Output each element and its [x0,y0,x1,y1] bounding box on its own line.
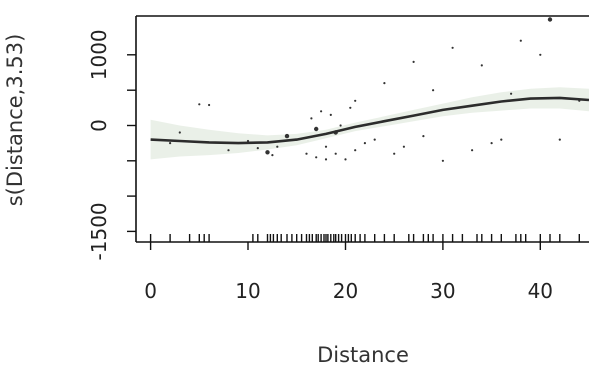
y-tick-label: -1500 [87,202,111,260]
residual-point [480,64,483,67]
residual-point [284,133,290,139]
residual-point [432,89,435,92]
residual-point [349,106,352,109]
residual-point [547,17,553,22]
residual-point [320,110,323,113]
plot-frame [135,15,589,243]
residual-point [519,39,522,42]
residual-point [451,46,454,49]
residual-point [471,149,474,152]
y-axis-title: s(Distance,3.53) [3,34,27,207]
y-axis: -1500 0 1000 [87,29,136,260]
residual-points-layer [169,17,581,162]
residual-point [393,152,396,155]
residual-point [169,142,172,145]
residual-point [490,142,493,145]
residual-point [354,99,357,102]
residual-point [500,138,503,141]
residual-point [305,152,308,155]
residual-point [208,103,211,107]
x-tick-label: 30 [430,279,455,303]
residual-point [339,124,342,127]
residual-point [422,135,425,138]
residual-point [227,149,230,152]
residual-point [344,158,347,161]
residual-point [198,103,201,106]
residual-point [412,60,415,64]
residual-point [510,92,513,95]
residual-point [441,159,444,162]
residual-point [539,53,542,56]
residual-point [271,154,274,157]
residual-point [310,117,313,120]
residual-point [314,126,319,132]
residual-point [558,138,561,141]
residual-point [383,82,386,85]
residual-point [334,152,337,155]
x-tick-label: 40 [528,279,553,303]
residual-point [315,156,318,159]
residual-point [354,149,357,152]
y-tick-label: 1000 [87,29,111,80]
x-axis: 0 10 20 30 40 [144,242,553,303]
residual-point [324,145,328,148]
residual-point [276,145,279,148]
smooth-line-layer [150,96,589,145]
residual-point [373,138,376,141]
x-axis-title: Distance [317,343,409,367]
residual-point [265,150,270,155]
residual-point [402,145,405,148]
x-tick-label: 0 [144,279,157,303]
y-tick-label: 0 [87,119,111,132]
residual-point [363,142,366,145]
residual-point [246,139,250,143]
residual-point [256,147,259,150]
residual-point [329,113,332,116]
x-tick-label: 10 [235,279,260,303]
residual-point [324,158,328,161]
rug-layer [149,234,580,242]
residual-point [178,131,181,134]
smooth-line [150,96,589,145]
x-tick-label: 20 [333,279,358,303]
